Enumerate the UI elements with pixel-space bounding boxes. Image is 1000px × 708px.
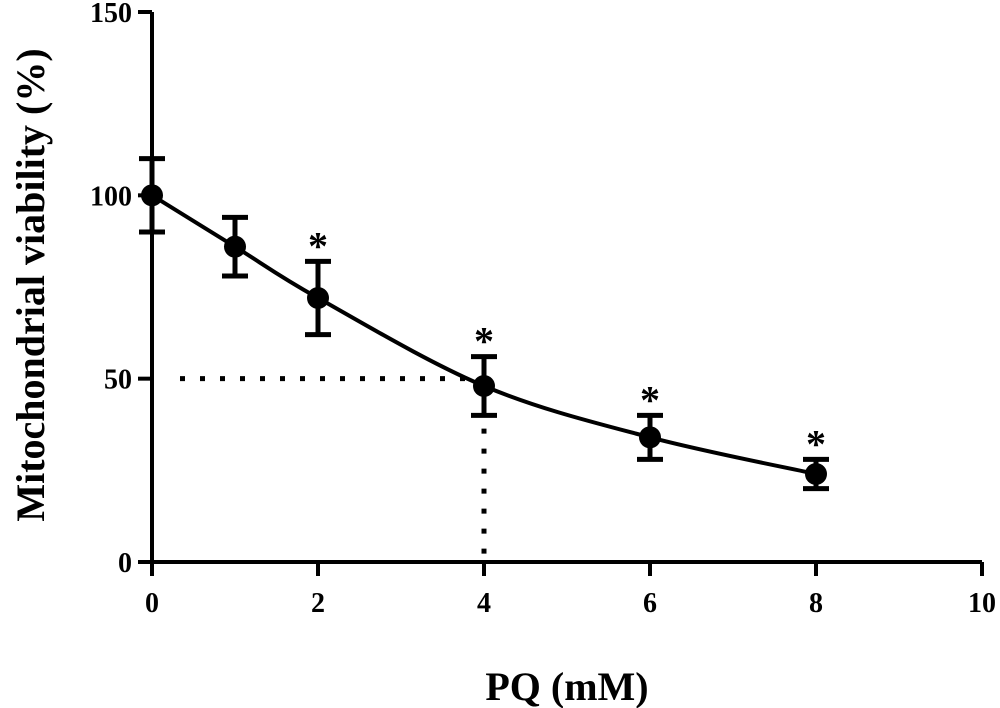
x-axis-title: PQ (mM): [485, 664, 648, 708]
x-axis-ticks: 0 2 4 6 8 10: [145, 562, 996, 619]
y-tick-label: 100: [90, 181, 132, 212]
data-points: * * * *: [139, 156, 829, 492]
y-tick-label: 50: [104, 365, 132, 396]
significance-marker: *: [640, 377, 660, 422]
x-tick-label: 0: [145, 588, 159, 619]
data-point: [639, 426, 661, 449]
reference-lines: [180, 376, 487, 562]
significance-marker: *: [806, 421, 826, 466]
significance-marker: *: [308, 223, 328, 268]
x-tick-label: 6: [643, 588, 657, 619]
data-point: [805, 463, 827, 485]
significance-marker: *: [474, 319, 494, 364]
data-point: [307, 287, 329, 309]
x-tick-label: 4: [477, 588, 491, 619]
data-point: [473, 375, 495, 397]
y-axis-ticks: 0 50 100 150: [90, 0, 152, 579]
y-tick-label: 0: [118, 548, 132, 579]
x-tick-label: 8: [809, 588, 823, 619]
data-point: [224, 235, 246, 258]
x-tick-label: 10: [968, 588, 996, 619]
y-axis-title: Mitochondrial viability (%): [8, 48, 53, 521]
data-point: [141, 184, 163, 207]
x-tick-label: 2: [311, 588, 325, 619]
y-tick-label: 150: [90, 0, 132, 29]
axes: [150, 12, 982, 564]
